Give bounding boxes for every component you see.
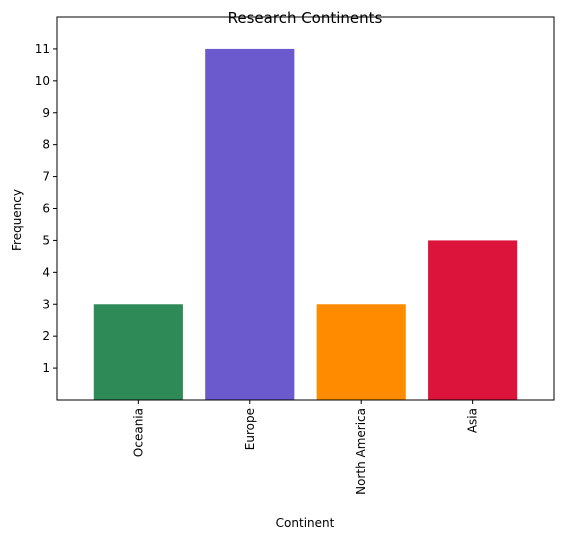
x-axis: Oceania Europe North America Asia bbox=[131, 400, 480, 495]
y-tick-label: 11 bbox=[35, 42, 50, 56]
chart-title: Research Continents bbox=[228, 9, 383, 27]
x-tick-label: Asia bbox=[466, 408, 480, 433]
bars-layer bbox=[93, 48, 518, 401]
y-axis: 1 2 3 4 5 6 7 8 9 10 11 bbox=[35, 42, 57, 375]
y-tick-label: 9 bbox=[42, 106, 50, 120]
y-tick-label: 7 bbox=[42, 170, 50, 184]
bar-asia bbox=[428, 240, 518, 400]
bar-north-america bbox=[316, 304, 406, 400]
y-tick-label: 8 bbox=[42, 138, 50, 152]
y-tick-label: 6 bbox=[42, 202, 50, 216]
y-tick-label: 4 bbox=[42, 265, 50, 279]
x-tick-label: North America bbox=[354, 408, 368, 495]
y-axis-label: Frequency bbox=[10, 189, 24, 251]
y-tick-label: 1 bbox=[42, 361, 50, 375]
y-tick-label: 3 bbox=[42, 297, 50, 311]
bar-oceania bbox=[93, 304, 183, 400]
y-tick-label: 10 bbox=[35, 74, 50, 88]
x-tick-label: Europe bbox=[243, 408, 257, 450]
x-axis-label: Continent bbox=[276, 516, 335, 530]
y-tick-label: 2 bbox=[42, 329, 50, 343]
x-tick-label: Oceania bbox=[131, 408, 145, 457]
bar-europe bbox=[205, 48, 295, 401]
y-tick-label: 5 bbox=[42, 233, 50, 247]
